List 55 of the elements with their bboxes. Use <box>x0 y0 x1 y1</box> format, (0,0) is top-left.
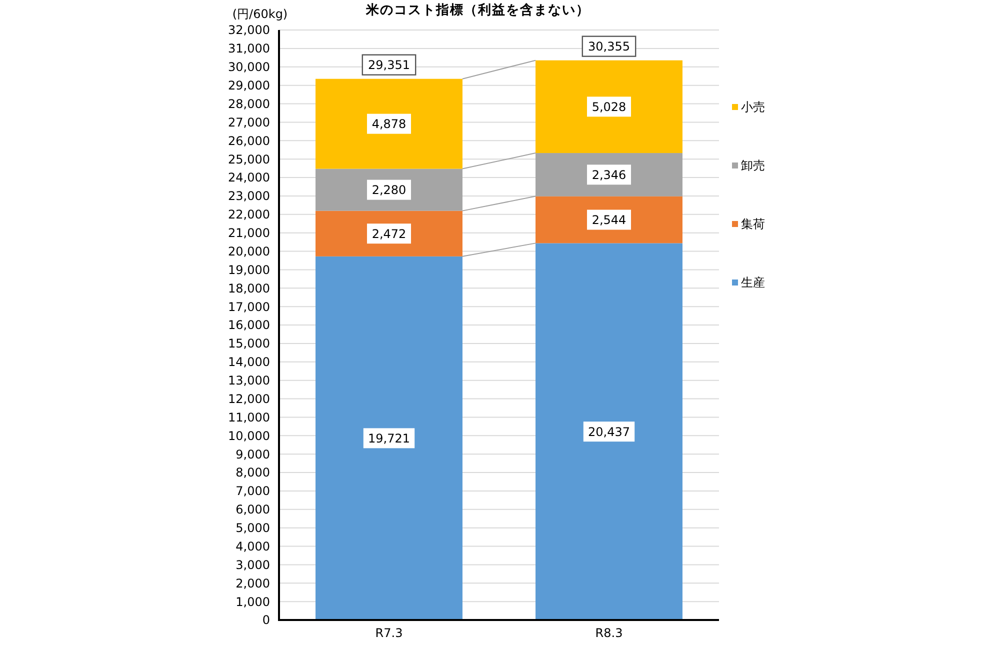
y-tick-label: 14,000 <box>228 355 270 370</box>
y-tick-label: 15,000 <box>228 336 270 351</box>
y-tick-label: 26,000 <box>228 134 270 148</box>
total-label: 29,351 <box>368 58 410 72</box>
y-tick-label: 6,000 <box>236 502 270 517</box>
data-label: 19,721 <box>368 431 410 446</box>
data-label: 5,028 <box>592 100 626 114</box>
data-label: 2,472 <box>372 226 406 241</box>
y-tick-label: 1,000 <box>236 594 270 609</box>
y-tick-label: 29,000 <box>228 78 270 93</box>
y-tick-label: 23,000 <box>228 189 270 204</box>
bar <box>536 60 682 154</box>
y-tick-label: 7,000 <box>236 484 270 498</box>
data-label: 20,437 <box>588 424 630 439</box>
data-label: 4,878 <box>372 117 406 132</box>
y-tick-label: 21,000 <box>228 226 270 240</box>
y-axis-title: (円/60kg) <box>232 7 288 21</box>
y-tick-label: 20,000 <box>228 244 270 258</box>
legend-label: 卸売 <box>741 158 765 173</box>
legend-label: 集荷 <box>741 217 765 232</box>
legend-label: 生産 <box>741 276 765 290</box>
y-tick-label: 4,000 <box>236 539 270 554</box>
y-tick-label: 16,000 <box>228 318 270 332</box>
bar <box>316 256 462 620</box>
y-tick-label: 31,000 <box>228 42 270 56</box>
x-tick-label: R8.3 <box>595 626 623 640</box>
y-tick-label: 12,000 <box>228 392 270 406</box>
legend-label: 小売 <box>741 100 765 114</box>
y-tick-label: 0 <box>262 613 270 628</box>
y-tick-label: 28,000 <box>228 96 270 111</box>
y-tick-label: 30,000 <box>228 60 270 74</box>
y-tick-label: 17,000 <box>228 300 270 314</box>
data-label: 2,280 <box>372 183 406 197</box>
y-tick-label: 13,000 <box>228 374 270 388</box>
y-tick-label: 22,000 <box>228 208 270 222</box>
y-tick-label: 5,000 <box>236 521 270 536</box>
data-label: 2,346 <box>592 168 626 182</box>
y-tick-label: 19,000 <box>228 262 270 277</box>
y-tick-label: 9,000 <box>236 447 270 462</box>
x-tick-label: R7.3 <box>375 626 403 640</box>
y-tick-label: 8,000 <box>236 466 270 480</box>
y-tick-label: 10,000 <box>228 428 270 443</box>
data-label: 2,544 <box>592 212 626 227</box>
y-tick-label: 2,000 <box>236 576 270 590</box>
y-tick-label: 11,000 <box>228 410 270 424</box>
bar <box>536 243 682 620</box>
total-label: 30,355 <box>588 40 630 54</box>
bar <box>316 78 462 169</box>
y-tick-label: 24,000 <box>228 170 270 185</box>
y-tick-label: 18,000 <box>228 281 270 296</box>
y-tick-label: 32,000 <box>228 23 270 38</box>
y-tick-label: 3,000 <box>236 558 270 572</box>
y-tick-label: 25,000 <box>228 152 270 166</box>
chart-title: 米のコスト指標（利益を含まない） <box>365 2 590 18</box>
y-tick-label: 27,000 <box>228 115 270 130</box>
